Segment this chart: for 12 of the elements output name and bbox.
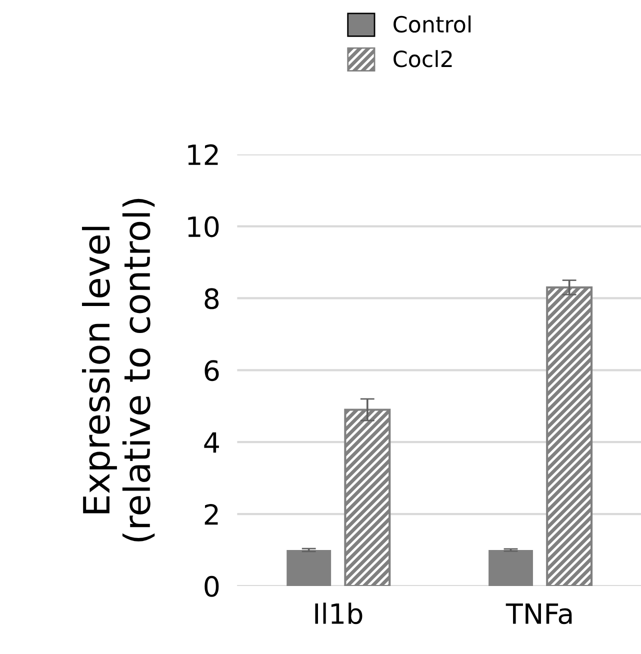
y-tick-label: 2 xyxy=(204,504,218,525)
y-tick-label: 0 xyxy=(204,576,219,597)
y-tick-label: 10 xyxy=(188,216,219,238)
y-tick-label: 12 xyxy=(188,144,218,165)
y-axis-title: Expression level (relative to control) xyxy=(82,198,155,542)
y-tick-label: 8 xyxy=(204,288,219,310)
legend-label: Cocl2 xyxy=(394,50,452,68)
x-tick-label: Il1b xyxy=(315,602,362,624)
y-tick-label: 6 xyxy=(204,360,219,382)
y-tick-label: 4 xyxy=(204,432,219,453)
x-tick-label: TNFa xyxy=(506,604,572,624)
legend-label: Control xyxy=(394,15,471,33)
